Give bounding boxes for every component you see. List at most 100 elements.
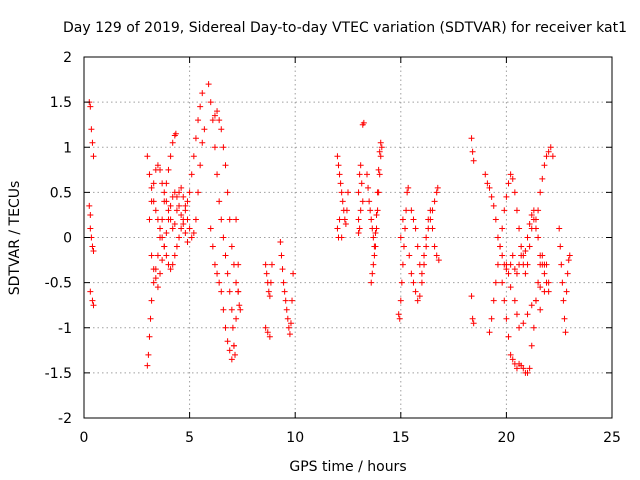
data-point-plus — [89, 243, 96, 250]
data-point-plus — [371, 252, 378, 259]
data-point-plus — [345, 189, 351, 196]
data-point-plus — [222, 324, 229, 331]
data-point-plus — [541, 288, 548, 295]
axis-ticks — [83, 56, 613, 419]
data-point-plus — [429, 225, 436, 232]
data-point-plus — [169, 261, 176, 268]
data-point-plus — [497, 243, 504, 250]
data-point-plus — [418, 279, 425, 286]
data-point-plus — [490, 202, 497, 209]
series-prn-f — [148, 189, 191, 291]
data-point-plus — [492, 279, 499, 286]
y-tick-label: -1 — [58, 321, 72, 337]
series-prn-o — [368, 144, 385, 286]
data-point-plus — [434, 184, 441, 191]
data-point-plus — [161, 189, 168, 196]
data-point-plus — [509, 175, 516, 182]
data-point-plus — [173, 243, 180, 250]
data-point-plus — [216, 279, 223, 286]
data-point-plus — [370, 234, 377, 241]
data-point-plus — [89, 297, 96, 304]
data-point-plus — [167, 202, 174, 209]
data-point-plus — [286, 331, 293, 338]
data-point-plus — [513, 365, 520, 372]
data-point-plus — [355, 189, 362, 196]
data-point-plus — [505, 270, 512, 277]
data-point-plus — [539, 252, 546, 259]
data-point-plus — [283, 306, 290, 313]
data-point-plus — [545, 148, 552, 155]
data-point-plus — [280, 279, 287, 286]
data-point-plus — [494, 234, 501, 241]
data-point-plus — [199, 139, 206, 146]
data-point-plus — [209, 117, 216, 124]
data-point-plus — [408, 207, 415, 214]
data-point-plus — [365, 184, 372, 191]
data-point-plus — [522, 270, 529, 277]
data-point-plus — [188, 171, 195, 178]
data-point-plus — [565, 257, 572, 264]
data-point-plus — [176, 202, 183, 209]
series-prn-i — [207, 216, 244, 363]
data-point-plus — [561, 315, 568, 322]
data-point-plus — [522, 248, 529, 255]
data-point-plus — [501, 207, 508, 214]
data-point-plus — [486, 329, 493, 336]
data-point-plus — [356, 171, 363, 178]
data-point-plus — [172, 130, 179, 137]
data-point-plus — [563, 288, 570, 295]
data-point-plus — [416, 261, 423, 268]
x-tick-labels: 0 5 10 15 20 25 — [80, 430, 621, 446]
data-point-plus — [87, 103, 94, 110]
data-point-plus — [368, 216, 375, 223]
data-point-plus — [150, 266, 157, 273]
data-point-plus — [367, 207, 374, 214]
data-point-plus — [537, 284, 544, 291]
data-point-plus — [403, 207, 410, 214]
series-prn-k — [277, 239, 297, 338]
data-point-plus — [188, 234, 195, 241]
data-point-plus — [356, 225, 363, 232]
data-point-plus — [154, 162, 161, 169]
data-point-plus — [416, 293, 423, 300]
data-point-plus — [532, 297, 539, 304]
data-point-plus — [287, 320, 294, 327]
data-point-plus — [171, 252, 178, 259]
data-point-plus — [400, 243, 407, 250]
data-point-plus — [433, 252, 440, 259]
data-point-plus — [220, 234, 227, 241]
series-prn-y — [556, 225, 573, 336]
data-point-plus — [284, 315, 291, 322]
data-point-plus — [503, 315, 510, 322]
data-point-plus — [335, 162, 342, 169]
data-point-plus — [370, 261, 377, 268]
data-point-plus — [524, 234, 531, 241]
data-point-plus — [490, 297, 497, 304]
data-point-plus — [513, 207, 520, 214]
data-point-plus — [339, 198, 346, 205]
data-point-plus — [214, 270, 221, 277]
data-point-plus — [431, 243, 438, 250]
data-point-plus — [535, 234, 542, 241]
series-prn-j — [262, 261, 275, 340]
data-point-plus — [545, 279, 552, 286]
data-point-plus — [414, 297, 421, 304]
data-point-plus — [147, 315, 154, 322]
data-point-plus — [357, 162, 364, 169]
data-point-plus — [543, 153, 550, 160]
data-point-plus — [182, 202, 189, 209]
data-point-plus — [192, 135, 199, 142]
data-point-plus — [537, 189, 544, 196]
data-point-plus — [499, 225, 506, 232]
data-point-plus — [90, 248, 97, 255]
data-point-plus — [372, 243, 379, 250]
data-point-plus — [159, 234, 166, 241]
y-axis-label: SDTVAR / TECUs — [7, 181, 23, 296]
y-tick-label: 2 — [63, 50, 72, 66]
data-point-plus — [262, 324, 269, 331]
data-point-plus — [148, 252, 155, 259]
y-tick-label: 0 — [63, 231, 72, 247]
data-point-plus — [541, 270, 548, 277]
data-point-plus — [470, 320, 477, 327]
